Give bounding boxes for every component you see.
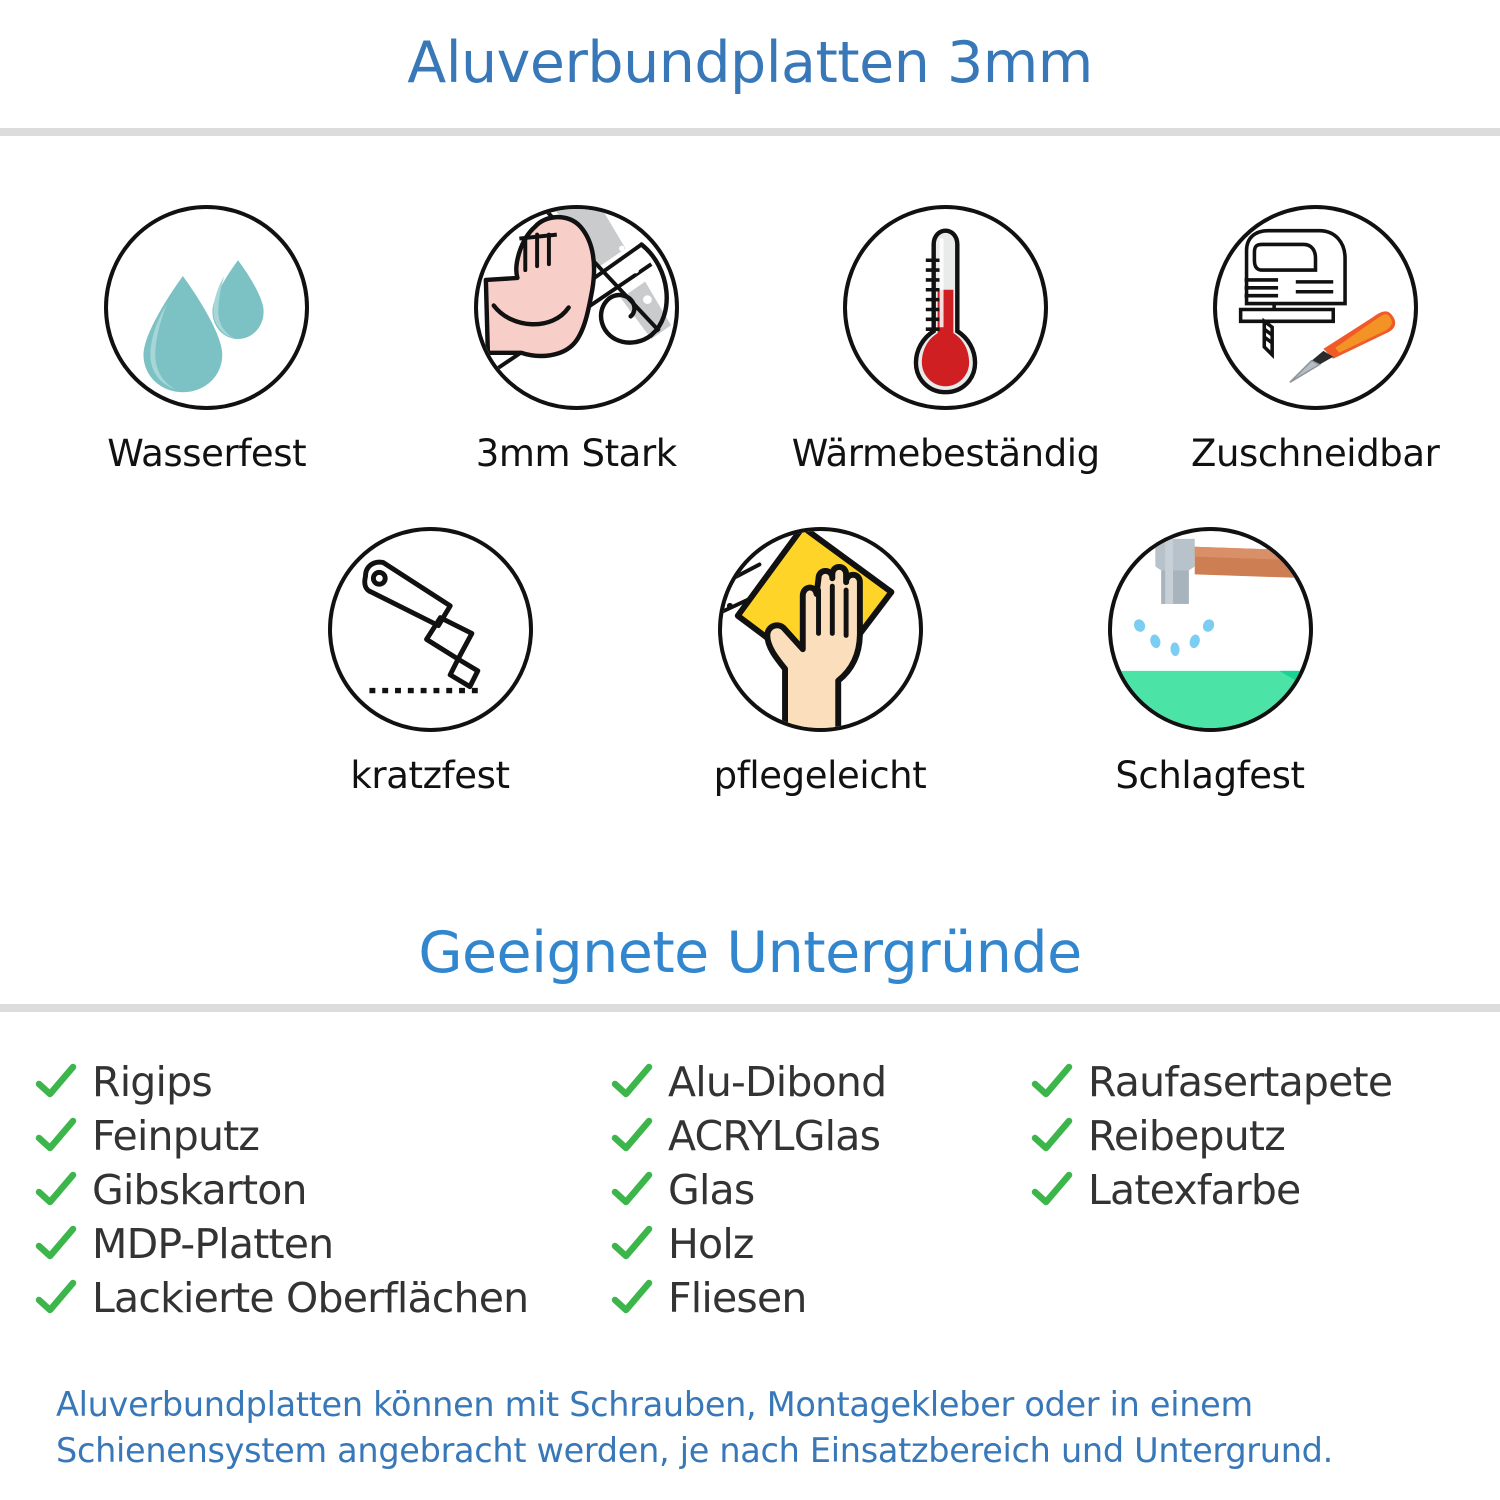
feature-label: pflegeleicht [713,754,927,797]
feature-label: 3mm Stark [475,432,677,475]
feature-icon-circle [1107,527,1313,732]
check-icon [34,1060,78,1104]
list-item: Reibeputz [1030,1109,1470,1163]
list-item: Rigips [34,1055,610,1109]
list-item: Lackierte Oberflächen [34,1271,610,1325]
checklist-column-2: Alu-Dibond ACRYLGlas Glas Holz Fliesen [610,1055,1030,1325]
feature-schlagfest: Schlagfest [1015,527,1405,797]
feature-waermebestaendig: Wärmebeständig [761,205,1131,475]
feature-pflegeleicht: pflegeleicht [625,527,1015,797]
feature-icon-circle [104,205,310,410]
feature-zuschneidbar: Zuschneidbar [1131,205,1500,475]
check-icon [610,1060,654,1104]
checklist-column-1: Rigips Feinputz Gibskarton MDP-Platten L… [0,1055,610,1325]
feature-wasserfest: Wasserfest [22,205,392,475]
list-item-label: Lackierte Oberflächen [92,1273,529,1322]
check-icon [610,1222,654,1266]
list-item: Latexfarbe [1030,1163,1470,1217]
divider-middle [0,1004,1500,1012]
list-item: Glas [610,1163,1030,1217]
check-icon [1030,1168,1074,1212]
list-item-label: Latexfarbe [1088,1165,1301,1214]
feature-label: Wärmebeständig [791,432,1100,475]
section-title-substrates: Geeignete Untergründe [418,920,1082,986]
list-item: Gibskarton [34,1163,610,1217]
list-item-label: Glas [668,1165,755,1214]
feature-icon-circle [717,527,923,732]
features-row-2: kratzfest [0,527,1500,797]
feature-kratzfest: kratzfest [235,527,625,797]
check-icon [1030,1060,1074,1104]
feature-3mm-stark: 3mm Stark [392,205,762,475]
check-icon [610,1168,654,1212]
divider-top [0,128,1500,136]
list-item-label: Alu-Dibond [668,1057,887,1106]
substrates-checklist: Rigips Feinputz Gibskarton MDP-Platten L… [0,1055,1500,1325]
list-item-label: ACRYLGlas [668,1111,881,1160]
footer-note: Aluverbundplatten können mit Schrauben, … [56,1385,1333,1471]
list-item-label: Raufasertapete [1088,1057,1393,1106]
list-item-label: Feinputz [92,1111,260,1160]
feature-icon-circle [1212,205,1418,410]
list-item-label: Rigips [92,1057,213,1106]
check-icon [1030,1114,1074,1158]
feature-icon-circle [473,205,679,410]
check-icon [34,1168,78,1212]
list-item: Holz [610,1217,1030,1271]
check-icon [610,1114,654,1158]
list-item: MDP-Platten [34,1217,610,1271]
list-item-label: Holz [668,1219,754,1268]
list-item: Raufasertapete [1030,1055,1470,1109]
feature-icon-circle [843,205,1049,410]
list-item: Feinputz [34,1109,610,1163]
list-item-label: Fliesen [668,1273,807,1322]
list-item: ACRYLGlas [610,1109,1030,1163]
feature-label: Zuschneidbar [1191,432,1440,475]
check-icon [34,1276,78,1320]
page-title: Aluverbundplatten 3mm [407,30,1093,96]
check-icon [34,1114,78,1158]
features-row-1: Wasserfest [0,205,1500,475]
feature-label: Wasserfest [107,432,307,475]
features-section: Wasserfest [0,205,1500,797]
list-item-label: MDP-Platten [92,1219,334,1268]
checklist-column-3: Raufasertapete Reibeputz Latexfarbe [1030,1055,1470,1325]
list-item-label: Reibeputz [1088,1111,1286,1160]
list-item-label: Gibskarton [92,1165,308,1214]
check-icon [34,1222,78,1266]
list-item: Fliesen [610,1271,1030,1325]
feature-label: Schlagfest [1115,754,1305,797]
check-icon [610,1276,654,1320]
list-item: Alu-Dibond [610,1055,1030,1109]
feature-label: kratzfest [350,754,510,797]
feature-icon-circle [327,527,533,732]
